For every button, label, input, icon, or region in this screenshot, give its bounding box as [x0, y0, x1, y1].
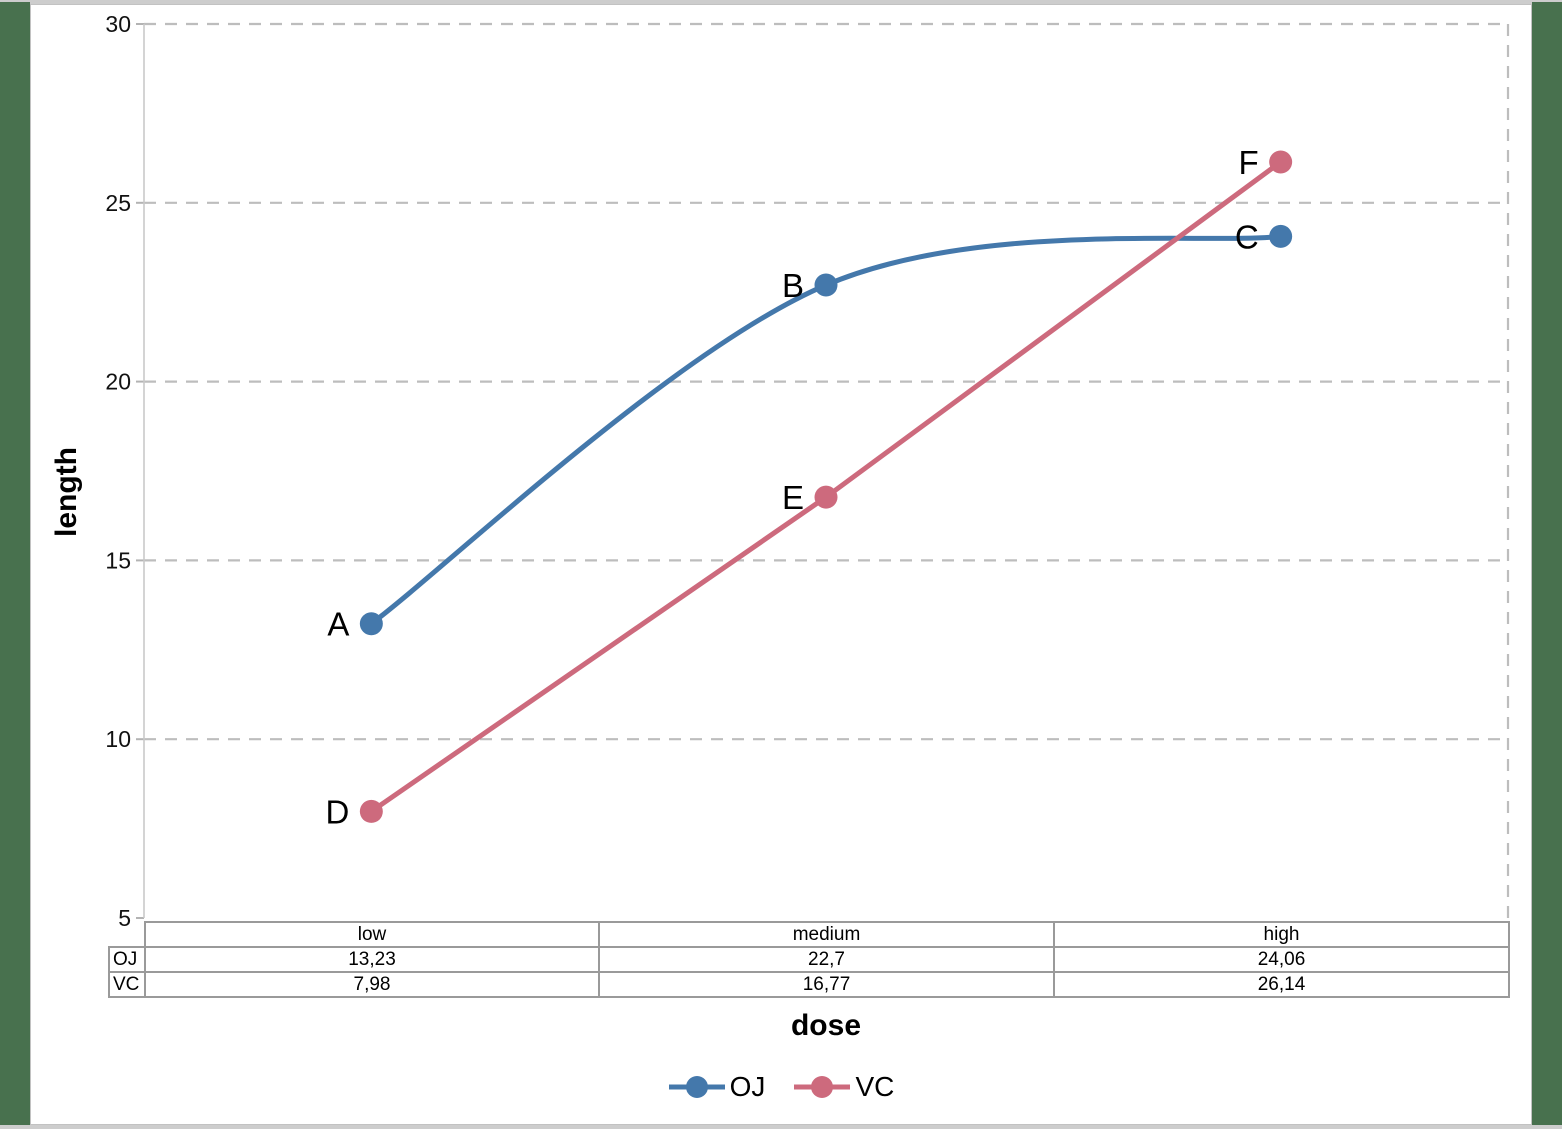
y-tick-label-20: 20 — [105, 369, 131, 395]
table-header-row: low medium high — [109, 921, 1510, 948]
cell-vc-high: 26,14 — [1053, 971, 1510, 998]
cell-vc-low: 7,98 — [144, 971, 600, 998]
desktop-band-right — [1532, 2, 1562, 1125]
point-label-d: D — [325, 793, 349, 830]
table-corner-cell — [109, 922, 145, 947]
line-chart: 5 10 15 20 25 30 A B C D E F — [105, 11, 1510, 931]
row-label-vc: VC — [108, 971, 146, 998]
cell-oj-medium: 22,7 — [598, 946, 1055, 973]
x-tick-label-medium: medium — [598, 921, 1055, 948]
table-row: VC 7,98 16,77 26,14 — [108, 971, 1510, 998]
point-label-a: A — [327, 606, 349, 643]
data-point-d — [359, 799, 383, 823]
y-tick-label-25: 25 — [105, 190, 131, 216]
y-axis-title: length — [50, 447, 83, 537]
cell-oj-high: 24,06 — [1053, 946, 1510, 973]
table-row: OJ 13,23 22,7 24,06 — [108, 946, 1510, 973]
cell-vc-medium: 16,77 — [598, 971, 1055, 998]
legend-marker-vc — [794, 1076, 851, 1098]
point-label-c: C — [1235, 218, 1259, 255]
point-label-b: B — [782, 267, 804, 304]
data-table: low medium high OJ 13,23 22,7 24,06 VC 7… — [108, 921, 1510, 998]
legend-item-oj: OJ — [668, 1071, 766, 1103]
data-point-c — [1269, 224, 1293, 248]
legend-item-vc: VC — [793, 1071, 894, 1103]
data-point-f — [1269, 150, 1293, 174]
point-label-e: E — [782, 479, 804, 516]
data-point-a — [359, 612, 383, 636]
y-tick-label-5: 5 — [118, 905, 131, 931]
y-tick-label-30: 30 — [105, 11, 131, 37]
desktop-band-left — [0, 2, 30, 1125]
legend: OJ VC — [31, 1071, 1531, 1103]
x-axis-title: dose — [790, 1009, 862, 1042]
row-label-oj: OJ — [108, 946, 146, 973]
chart-sheet: 5 10 15 20 25 30 A B C D E F length dose low medium… — [30, 4, 1532, 1125]
legend-marker-oj — [668, 1076, 725, 1098]
legend-label-vc: VC — [855, 1071, 895, 1102]
y-tick-label-10: 10 — [105, 726, 131, 752]
point-label-f: F — [1238, 144, 1258, 181]
y-tick-label-15: 15 — [105, 547, 131, 573]
x-tick-label-high: high — [1053, 921, 1510, 948]
legend-label-oj: OJ — [729, 1071, 766, 1102]
data-point-b — [814, 273, 838, 297]
cell-oj-low: 13,23 — [144, 946, 600, 973]
x-tick-label-low: low — [144, 921, 600, 948]
data-point-e — [814, 485, 838, 509]
